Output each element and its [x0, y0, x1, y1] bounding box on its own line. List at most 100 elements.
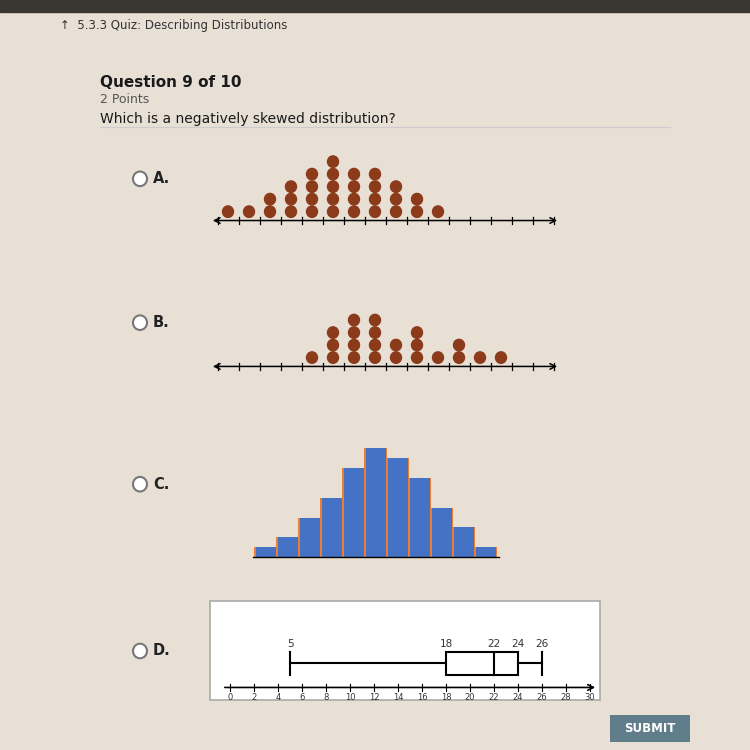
Circle shape: [370, 206, 380, 218]
Bar: [474, 548, 497, 557]
Text: 2 Points: 2 Points: [100, 93, 149, 106]
Circle shape: [307, 169, 317, 180]
Text: D.: D.: [153, 644, 171, 658]
Circle shape: [307, 206, 317, 218]
Text: ↑  5.3.3 Quiz: Describing Distributions: ↑ 5.3.3 Quiz: Describing Distributions: [60, 19, 287, 32]
Circle shape: [475, 352, 485, 363]
Bar: [364, 448, 387, 557]
Bar: [476, 548, 496, 557]
Circle shape: [496, 352, 506, 363]
Circle shape: [265, 206, 275, 218]
Text: 14: 14: [393, 693, 404, 702]
Bar: [452, 527, 475, 557]
Text: 10: 10: [345, 693, 355, 702]
Text: 2: 2: [251, 693, 257, 702]
Text: 0: 0: [227, 693, 232, 702]
Circle shape: [133, 644, 147, 658]
Text: C.: C.: [153, 477, 170, 492]
Bar: [298, 518, 321, 557]
Circle shape: [328, 181, 338, 193]
Circle shape: [454, 339, 464, 351]
Text: 8: 8: [323, 693, 328, 702]
Circle shape: [412, 352, 422, 363]
Bar: [610, 715, 690, 742]
Circle shape: [328, 327, 338, 338]
Circle shape: [223, 206, 233, 218]
Circle shape: [133, 477, 147, 491]
Circle shape: [328, 156, 338, 167]
Bar: [210, 601, 600, 700]
Text: 22: 22: [488, 639, 501, 649]
Circle shape: [328, 206, 338, 218]
Bar: [256, 548, 276, 557]
Bar: [410, 478, 430, 557]
Circle shape: [265, 194, 275, 205]
Text: 6: 6: [299, 693, 304, 702]
Circle shape: [328, 352, 338, 363]
Circle shape: [349, 194, 359, 205]
Circle shape: [370, 181, 380, 193]
Circle shape: [286, 181, 296, 193]
Bar: [254, 548, 277, 557]
Text: 26: 26: [536, 639, 548, 649]
Circle shape: [391, 181, 401, 193]
Circle shape: [412, 339, 422, 351]
Circle shape: [349, 169, 359, 180]
Circle shape: [307, 194, 317, 205]
Text: 30: 30: [585, 693, 596, 702]
Bar: [446, 652, 518, 675]
Text: 18: 18: [440, 639, 452, 649]
Text: 24: 24: [512, 639, 525, 649]
Circle shape: [286, 206, 296, 218]
Bar: [276, 537, 299, 557]
Bar: [386, 458, 409, 557]
Circle shape: [133, 315, 147, 330]
Circle shape: [349, 339, 359, 351]
Circle shape: [349, 206, 359, 218]
Circle shape: [391, 194, 401, 205]
Circle shape: [412, 206, 422, 218]
Circle shape: [370, 169, 380, 180]
Circle shape: [349, 327, 359, 338]
Bar: [344, 468, 364, 557]
Circle shape: [328, 169, 338, 180]
Circle shape: [454, 352, 464, 363]
Circle shape: [286, 194, 296, 205]
Bar: [432, 508, 452, 557]
Bar: [366, 448, 386, 557]
Circle shape: [307, 181, 317, 193]
Text: 18: 18: [441, 693, 452, 702]
Circle shape: [133, 172, 147, 186]
Circle shape: [307, 352, 317, 363]
Circle shape: [370, 194, 380, 205]
Circle shape: [412, 194, 422, 205]
Circle shape: [328, 194, 338, 205]
Circle shape: [244, 206, 254, 218]
Text: 24: 24: [513, 693, 523, 702]
Text: 28: 28: [561, 693, 572, 702]
Circle shape: [391, 352, 401, 363]
Text: B.: B.: [153, 315, 170, 330]
Circle shape: [433, 352, 443, 363]
Circle shape: [412, 327, 422, 338]
Text: 5: 5: [286, 639, 293, 649]
Text: Which is a negatively skewed distribution?: Which is a negatively skewed distributio…: [100, 112, 396, 126]
Bar: [0, 0, 750, 11]
Text: A.: A.: [153, 171, 170, 186]
Circle shape: [349, 314, 359, 326]
Circle shape: [370, 339, 380, 351]
Circle shape: [391, 339, 401, 351]
Text: Question 9 of 10: Question 9 of 10: [100, 74, 242, 89]
Circle shape: [349, 181, 359, 193]
Text: 12: 12: [369, 693, 380, 702]
Bar: [388, 458, 408, 557]
Bar: [300, 518, 320, 557]
Bar: [320, 498, 343, 557]
Bar: [342, 468, 365, 557]
Bar: [278, 537, 298, 557]
Circle shape: [328, 339, 338, 351]
Bar: [454, 527, 474, 557]
Bar: [430, 508, 453, 557]
Text: 26: 26: [537, 693, 548, 702]
Circle shape: [349, 352, 359, 363]
